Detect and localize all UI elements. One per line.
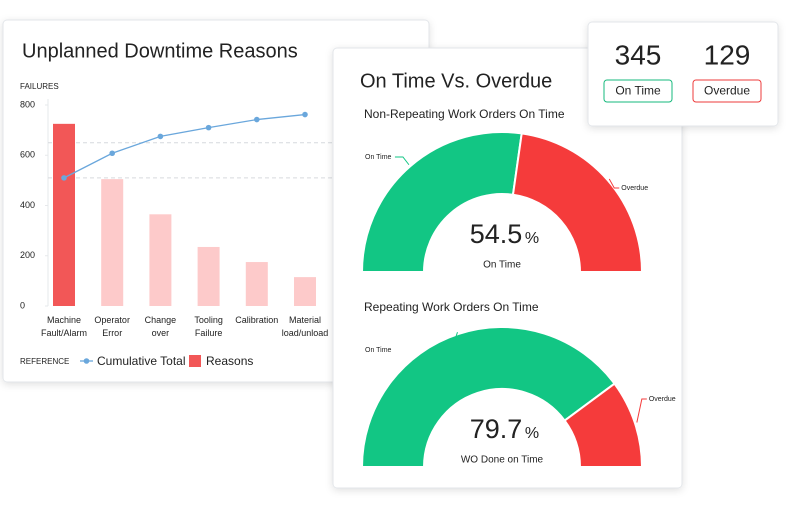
y-tick-label: 200 [20, 250, 35, 260]
leader-line [443, 331, 458, 351]
center-label: WO Done on Time [461, 455, 544, 466]
center-unit: % [525, 230, 539, 247]
bar [101, 179, 124, 306]
center-label: On Time [483, 260, 521, 271]
legend-point [83, 358, 90, 364]
cumulative-point [61, 175, 67, 181]
x-tick-label: Material load/unload [282, 315, 329, 338]
chart-title: Unplanned Downtime Reasons [22, 40, 298, 62]
cumulative-point [205, 124, 212, 131]
legend-title: REFERENCE [20, 357, 69, 366]
kpi-value: 345 [615, 39, 662, 70]
gauge-title: Non-Repeating Work Orders On Time [364, 107, 565, 121]
card [587, 21, 779, 127]
y-axis-label: FAILURES [20, 82, 59, 91]
cumulative-point [253, 116, 260, 123]
panel-title: On Time Vs. Overdue [360, 70, 552, 92]
gauge-segment [511, 132, 644, 273]
kpi-label: Overdue [704, 84, 750, 98]
gauge-segment [360, 131, 523, 273]
y-tick-label: 400 [20, 200, 35, 210]
bar [149, 214, 172, 306]
center-value: 54.5 [470, 219, 523, 249]
y-tick-label: 800 [20, 99, 35, 109]
y-tick-label: 600 [20, 150, 35, 160]
bar [197, 246, 220, 306]
x-tick-label: Tooling Failure [194, 315, 223, 338]
gauge-segment [360, 326, 616, 468]
gauge-segment [563, 382, 644, 468]
legend-swatch [189, 355, 201, 367]
bar [53, 123, 75, 306]
bar [294, 277, 316, 306]
gauge-title: Repeating Work Orders On Time [364, 300, 539, 314]
legend-label: Reasons [206, 354, 253, 368]
segment-label: On Time [365, 154, 392, 161]
kpi-badge [603, 79, 673, 103]
leader-line [636, 398, 647, 423]
on-time-card: On Time Vs. Overdue Non-Repeating Work O… [332, 47, 683, 489]
y-tick-label: 0 [20, 300, 25, 310]
x-tick-label: Machine Fault/Alarm [41, 315, 87, 338]
x-tick-label: Calibration [235, 315, 278, 325]
x-tick-label: Change over [145, 315, 177, 338]
kpi-label: On Time [615, 84, 661, 98]
segment-label: Overdue [649, 396, 676, 403]
cumulative-line [63, 113, 306, 179]
kpi-badge [692, 79, 762, 103]
kpi-card: 345 On Time 129 Overdue [587, 21, 779, 127]
segment-label: On Time [365, 347, 392, 354]
downtime-card: Unplanned Downtime Reasons FAILURES 0 200… [2, 19, 430, 383]
cumulative-point [157, 133, 164, 140]
center-unit: % [525, 425, 539, 442]
cumulative-point [302, 111, 308, 118]
cumulative-point [109, 150, 115, 157]
center-value: 79.7 [470, 414, 523, 444]
leader-line [608, 178, 620, 189]
segment-label: Overdue [621, 185, 648, 192]
x-tick-label: Operator Error [94, 315, 130, 338]
bar [245, 262, 268, 306]
kpi-value: 129 [704, 39, 751, 70]
legend-label: Cumulative Total [97, 354, 186, 368]
leader-line [394, 156, 410, 166]
